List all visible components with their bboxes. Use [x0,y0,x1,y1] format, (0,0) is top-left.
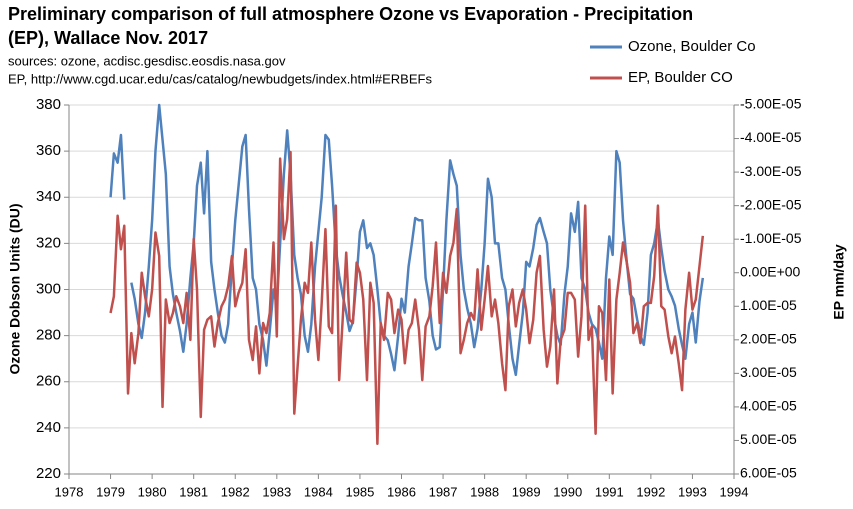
x-tick-label: 1989 [512,484,541,499]
x-tick-label: 1985 [345,484,374,499]
y-tick-label: 320 [36,234,61,251]
x-tick-label: 1993 [678,484,707,499]
legend-label: EP, Boulder CO [628,69,733,86]
legend-label: Ozone, Boulder Co [628,38,756,55]
x-tick-label: 1987 [429,484,458,499]
x-tick-label: 1980 [138,484,167,499]
y-tick-label: 300 [36,280,61,297]
y2-tick-label: -3.00E-05 [740,163,802,179]
y-tick-label: 340 [36,188,61,205]
x-tick-label: 1994 [720,484,749,499]
y2-tick-label: 0.00E+00 [740,263,801,279]
x-tick-label: 1992 [636,484,665,499]
y-tick-label: 380 [36,96,61,113]
x-tick-label: 1986 [387,484,416,499]
x-tick-label: 1984 [304,484,333,499]
y2-tick-label: -1.00E-05 [740,230,802,246]
x-tick-label: 1990 [553,484,582,499]
y2-tick-label: -4.00E-05 [740,129,802,145]
y2-tick-label: -5.00E-05 [740,96,802,112]
line-series [109,150,705,446]
chart-title: (EP), Wallace Nov. 2017 [8,28,208,48]
line-series [109,103,705,377]
y-tick-label: 240 [36,419,61,436]
y2-axis-title: EP mm/day [831,244,847,319]
y2-tick-label: -2.00E-05 [740,196,802,212]
chart-subtitle: sources: ozone, acdisc.gesdisc.eosdis.na… [8,53,286,68]
y2-tick-label: 4.00E-05 [740,398,797,414]
y-tick-label: 260 [36,373,61,390]
chart-subtitle: EP, http://www.cgd.ucar.edu/cas/catalog/… [8,71,432,86]
x-tick-label: 1978 [55,484,84,499]
y2-tick-label: 3.00E-05 [740,364,797,380]
y2-tick-label: 1.00E-05 [740,297,797,313]
x-tick-label: 1991 [595,484,624,499]
x-tick-label: 1982 [221,484,250,499]
x-tick-label: 1981 [179,484,208,499]
x-tick-label: 1988 [470,484,499,499]
chart-title: Preliminary comparison of full atmospher… [8,4,693,24]
y2-tick-label: 2.00E-05 [740,331,797,347]
y2-tick-label: 5.00E-05 [740,431,797,447]
y-axis-title: Ozone Dobson Units (DU) [7,203,23,374]
x-tick-label: 1983 [262,484,291,499]
y-tick-label: 360 [36,142,61,159]
y-tick-label: 220 [36,465,61,482]
y-tick-label: 280 [36,327,61,344]
y2-tick-label: 6.00E-05 [740,465,797,481]
x-tick-label: 1979 [96,484,125,499]
